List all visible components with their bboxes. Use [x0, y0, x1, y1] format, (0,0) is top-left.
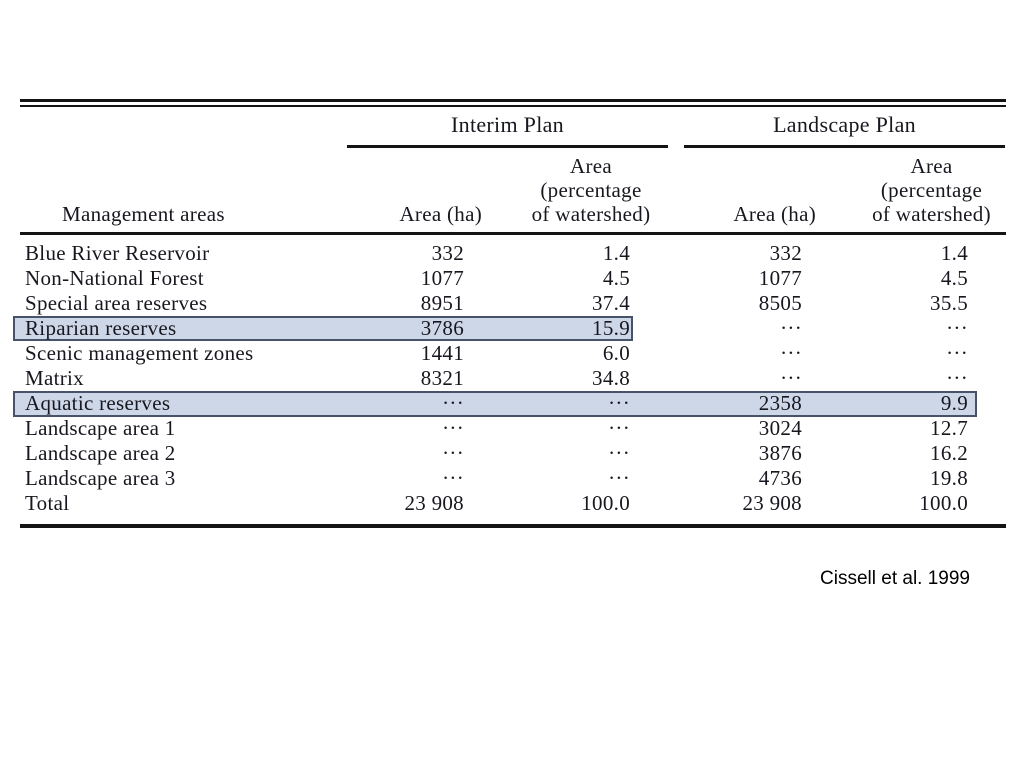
header-bottom-rule: [20, 232, 1006, 235]
column-header-landscape-area-pct: Area (percentage of watershed): [808, 154, 1005, 226]
cell-interim-ha: 332: [431, 241, 464, 265]
column-header-pct-line2: (percentage: [540, 178, 642, 202]
cell-landscape-pct: ···: [946, 341, 968, 365]
highlight-aquatic-reserves-row: [13, 391, 977, 417]
cell-interim-pct: 1.4: [602, 241, 630, 265]
cell-interim-ha: ···: [442, 416, 464, 440]
cell-landscape-ha: 1077: [758, 266, 802, 290]
cell-landscape-pct: 4.5: [940, 266, 968, 290]
cell-landscape-ha: ···: [780, 341, 802, 365]
cell-interim-ha: 1441: [420, 341, 464, 365]
cell-interim-pct: 6.0: [602, 341, 630, 365]
cell-landscape-ha: ···: [780, 366, 802, 390]
cell-interim-ha: ···: [442, 466, 464, 490]
cell-interim-pct: 15.9: [592, 316, 630, 340]
cell-landscape-pct: 12.7: [930, 416, 968, 440]
cell-landscape-pct: 16.2: [930, 441, 968, 465]
total-interim-ha: 23 908: [404, 491, 464, 515]
landscape-plan-underline: [684, 145, 1005, 148]
cell-landscape-ha: 3024: [758, 416, 802, 440]
row-label-riparian-reserves: Riparian reserves: [25, 316, 177, 340]
cell-landscape-pct: 9.9: [940, 391, 968, 415]
row-label: Landscape area 2: [25, 441, 176, 465]
row-label: Matrix: [25, 366, 84, 390]
row-label: Landscape area 3: [25, 466, 176, 490]
cell-landscape-pct: 35.5: [930, 291, 968, 315]
table-top-double-rule: [20, 99, 1006, 107]
column-header-pct-line3: of watershed): [531, 202, 651, 226]
cell-landscape-pct: ···: [946, 316, 968, 340]
group-header-landscape-plan: Landscape Plan: [773, 112, 916, 137]
highlight-riparian-reserves-interim: [13, 316, 633, 341]
cell-landscape-ha: 2358: [758, 391, 802, 415]
column-header-row: Management areas Area (ha) Area (percent…: [20, 150, 1005, 226]
column-header-pct-line1: Area: [910, 154, 953, 178]
cell-interim-ha: 8321: [420, 366, 464, 390]
cell-landscape-ha: 4736: [758, 466, 802, 490]
column-header-landscape-area-ha: Area (ha): [733, 202, 816, 226]
cell-interim-ha: ···: [442, 391, 464, 415]
cell-landscape-pct: 1.4: [940, 241, 968, 265]
total-landscape-pct: 100.0: [919, 491, 968, 515]
total-landscape-ha: 23 908: [742, 491, 802, 515]
cell-interim-pct: ···: [608, 416, 630, 440]
column-header-interim-area-ha: Area (ha): [399, 202, 482, 226]
cell-landscape-ha: 8505: [758, 291, 802, 315]
group-header-interim-plan: Interim Plan: [451, 112, 564, 137]
cell-interim-ha: 1077: [420, 266, 464, 290]
table-body: Blue River Reservoir 332 1.4 332 1.4 Non…: [20, 241, 1005, 491]
column-header-pct-line3: of watershed): [872, 202, 991, 226]
citation-text: Cissell et al. 1999: [820, 568, 970, 589]
total-label: Total: [25, 491, 70, 515]
cell-landscape-ha: 332: [769, 241, 802, 265]
cell-interim-pct: ···: [608, 441, 630, 465]
total-interim-pct: 100.0: [581, 491, 630, 515]
cell-interim-pct: ···: [608, 391, 630, 415]
cell-interim-pct: 4.5: [602, 266, 630, 290]
cell-interim-ha: ···: [442, 441, 464, 465]
column-header-interim-area-pct: Area (percentage of watershed): [470, 154, 684, 226]
cell-landscape-ha: ···: [780, 316, 802, 340]
column-header-pct-line1: Area: [569, 154, 612, 178]
total-row: Total 23 908 100.0 23 908 100.0: [20, 491, 1005, 516]
cell-interim-pct: ···: [608, 466, 630, 490]
cell-landscape-ha: 3876: [758, 441, 802, 465]
row-label: Non-National Forest: [25, 266, 204, 290]
row-label-aquatic-reserves: Aquatic reserves: [25, 391, 171, 415]
cell-interim-pct: 37.4: [592, 291, 630, 315]
row-label: Blue River Reservoir: [25, 241, 210, 265]
row-label: Landscape area 1: [25, 416, 176, 440]
row-label: Scenic management zones: [25, 341, 254, 365]
column-header-pct-line2: (percentage: [880, 178, 983, 202]
interim-plan-underline: [347, 145, 668, 148]
cell-interim-ha: 3786: [420, 316, 464, 340]
cell-landscape-pct: 19.8: [930, 466, 968, 490]
cell-interim-ha: 8951: [420, 291, 464, 315]
row-label: Special area reserves: [25, 291, 208, 315]
column-header-management-areas: Management areas: [62, 202, 225, 226]
table-bottom-rule: [20, 524, 1006, 528]
cell-landscape-pct: ···: [946, 366, 968, 390]
cell-interim-pct: 34.8: [592, 366, 630, 390]
